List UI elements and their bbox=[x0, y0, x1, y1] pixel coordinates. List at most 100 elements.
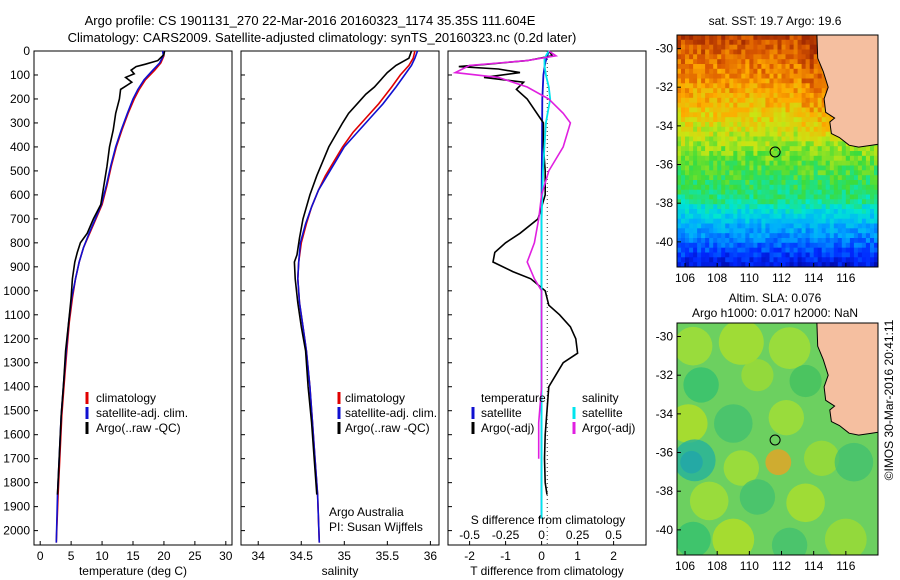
sst-cell bbox=[789, 199, 795, 205]
sst-cell bbox=[681, 180, 686, 186]
sst-cell bbox=[681, 233, 686, 239]
sst-cell bbox=[761, 112, 766, 118]
sst-cell bbox=[689, 175, 694, 181]
sst-cell bbox=[677, 184, 682, 191]
sst-cell bbox=[833, 180, 839, 186]
sst-cell bbox=[857, 151, 863, 157]
sst-cell bbox=[841, 262, 847, 267]
sst-cell bbox=[749, 141, 754, 147]
sst-cell bbox=[681, 141, 686, 147]
sst-cell bbox=[721, 189, 726, 195]
sst-cell bbox=[837, 146, 843, 152]
sst-cell bbox=[745, 78, 750, 84]
sst-cell bbox=[777, 257, 782, 263]
sst-cell bbox=[693, 223, 698, 229]
sst-cell bbox=[677, 131, 682, 137]
sst-cell bbox=[725, 73, 730, 79]
sst-cell bbox=[845, 199, 851, 205]
sst-cell bbox=[785, 242, 790, 249]
sla-map-frame bbox=[676, 322, 879, 556]
sst-cell bbox=[709, 107, 714, 113]
sst-cell bbox=[805, 141, 811, 147]
sst-cell bbox=[761, 151, 766, 157]
sst-cell bbox=[805, 151, 811, 157]
sst-cell bbox=[773, 93, 778, 99]
sst-cell bbox=[797, 257, 803, 263]
sst-cell bbox=[781, 257, 786, 263]
sst-cell bbox=[697, 73, 702, 79]
sst-cell bbox=[689, 242, 694, 249]
sst-cell bbox=[689, 35, 694, 41]
sst-cell bbox=[801, 175, 807, 181]
sst-cell bbox=[825, 122, 831, 128]
sst-cell bbox=[785, 39, 790, 46]
sst-cell bbox=[701, 262, 706, 267]
sst-cell bbox=[753, 35, 758, 41]
sst-cell bbox=[693, 35, 698, 41]
sst-cell bbox=[705, 233, 710, 239]
sst-cell bbox=[697, 180, 702, 186]
sst-cell bbox=[781, 54, 786, 60]
sst-cell bbox=[677, 107, 682, 113]
sst-cell bbox=[793, 160, 799, 166]
sst-cell bbox=[813, 93, 819, 99]
sla-anomaly bbox=[768, 400, 804, 436]
sst-cell bbox=[829, 136, 835, 142]
sst-cell bbox=[741, 160, 746, 166]
sst-cell bbox=[681, 39, 686, 46]
difference-legend: temperature salinity satellite Argo(-adj… bbox=[471, 391, 635, 435]
sst-cell bbox=[793, 180, 799, 186]
sst-cell bbox=[781, 228, 786, 234]
sst-cell bbox=[809, 117, 815, 123]
sst-cell bbox=[721, 247, 726, 253]
sst-cell bbox=[737, 126, 742, 133]
sst-cell bbox=[789, 102, 795, 108]
sst-cell bbox=[693, 68, 698, 75]
sst-cell bbox=[785, 170, 790, 176]
sst-cell bbox=[789, 175, 795, 181]
sst-cell bbox=[721, 146, 726, 152]
sst-cell bbox=[721, 223, 726, 229]
sst-cell bbox=[677, 88, 682, 94]
sst-cell bbox=[801, 189, 807, 195]
sst-cell bbox=[825, 126, 831, 133]
sst-cell bbox=[769, 35, 774, 41]
sst-cell bbox=[741, 54, 746, 60]
sst-cell bbox=[757, 252, 762, 258]
salinity-series bbox=[293, 50, 419, 543]
sst-cell bbox=[725, 209, 730, 215]
sst-cell bbox=[681, 257, 686, 263]
sla-anomaly bbox=[741, 359, 774, 392]
sst-cell bbox=[737, 262, 742, 267]
sst-cell bbox=[705, 39, 710, 46]
sst-cell bbox=[709, 170, 714, 176]
sst-cell bbox=[681, 49, 686, 55]
sst-cell bbox=[793, 126, 799, 133]
sst-cell bbox=[777, 126, 782, 133]
sst-cell bbox=[777, 54, 782, 60]
sst-cell bbox=[793, 170, 799, 176]
sst-cell bbox=[745, 97, 750, 104]
sst-cell bbox=[789, 252, 795, 258]
sst-cell bbox=[793, 189, 799, 195]
sst-map-axes: 106 108 110 112 114 116-30-32-34-36-38-40 bbox=[656, 42, 856, 285]
sst-cell bbox=[713, 228, 718, 234]
sst-cell bbox=[837, 228, 843, 234]
sst-cell bbox=[874, 146, 878, 152]
sst-cell bbox=[713, 184, 718, 191]
sst-cell bbox=[685, 223, 690, 229]
sst-cell bbox=[870, 199, 875, 205]
sst-cell bbox=[833, 242, 839, 249]
sst-cell bbox=[781, 160, 786, 166]
sst-cell bbox=[845, 189, 851, 195]
sst-cell bbox=[769, 213, 774, 220]
sst-cell bbox=[717, 136, 722, 142]
sst-cell bbox=[817, 233, 823, 239]
sst-cell bbox=[741, 136, 746, 142]
sst-cell bbox=[773, 228, 778, 234]
sst-cell bbox=[805, 247, 811, 253]
sst-cell bbox=[753, 131, 758, 137]
sst-cell bbox=[733, 93, 738, 99]
sst-cell bbox=[781, 73, 786, 79]
sst-cell bbox=[721, 151, 726, 157]
